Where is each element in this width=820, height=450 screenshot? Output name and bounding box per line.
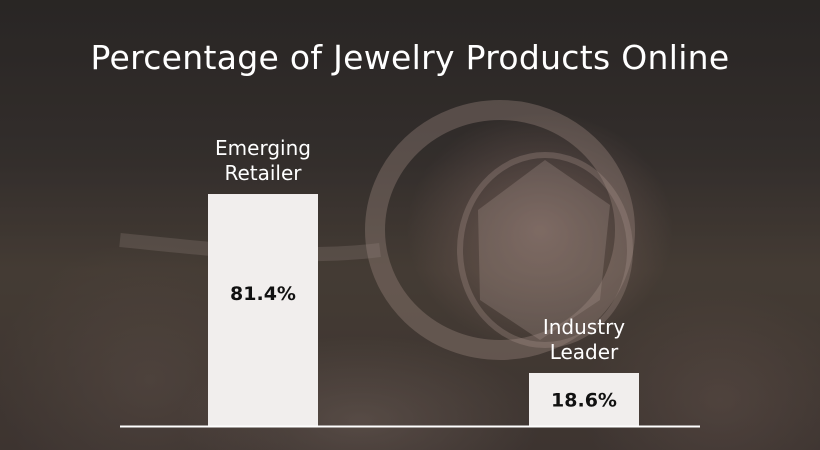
bar-2: [529, 372, 639, 426]
bar-1: [208, 194, 318, 426]
category-label-2: Industry Leader: [543, 315, 625, 364]
category-label-1: Emerging Retailer: [215, 136, 311, 185]
bar-value-label-1: 81.4%: [230, 283, 296, 305]
chart-title: Percentage of Jewelry Products Online: [90, 38, 730, 77]
bar-value-label-2: 18.6%: [551, 389, 617, 411]
